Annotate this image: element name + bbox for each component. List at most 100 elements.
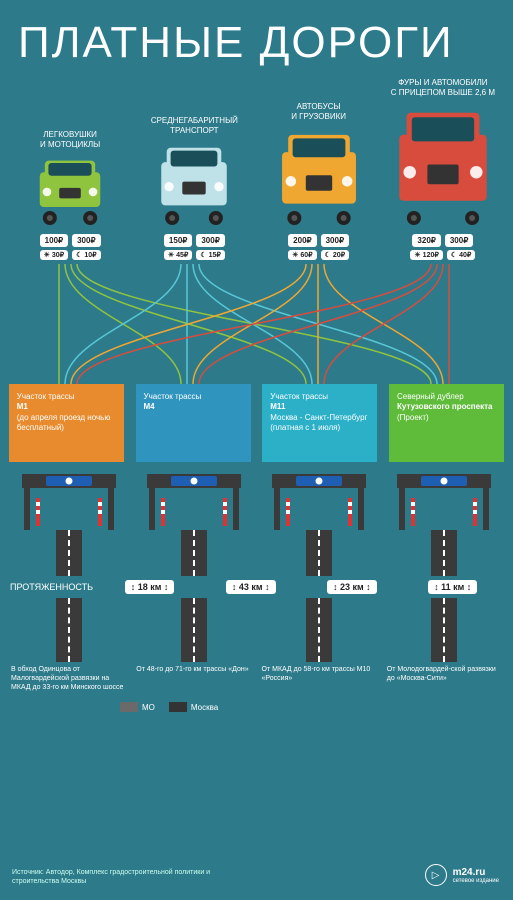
road-col bbox=[387, 530, 502, 576]
road-segment bbox=[56, 598, 82, 662]
road-segment bbox=[431, 598, 457, 662]
route-box-3: Северный дублер Кутузовского проспекта (… bbox=[389, 384, 504, 462]
road-col bbox=[387, 598, 502, 662]
route-box-1: Участок трассы М4 bbox=[136, 384, 251, 462]
price-badge: 200₽ bbox=[288, 234, 316, 247]
route-text: (до апреля проезд ночью бесплатный) bbox=[17, 413, 116, 434]
vehicle-icon bbox=[275, 128, 363, 226]
length-badge: ↕ 11 км ↕ bbox=[428, 580, 477, 594]
price-badge-night: 20₽ bbox=[321, 250, 350, 260]
road-segment bbox=[431, 530, 457, 576]
route-title: Участок трассы bbox=[17, 392, 116, 402]
road-segment bbox=[56, 530, 82, 576]
brand-text: m24.ru bbox=[453, 867, 499, 878]
route-code: М11 bbox=[270, 402, 369, 412]
vehicle-icon bbox=[155, 142, 233, 226]
vehicle-label: АВТОБУСЫИ ГРУЗОВИКИ bbox=[291, 102, 346, 122]
roads-bottom bbox=[0, 598, 513, 662]
road-segment bbox=[306, 598, 332, 662]
night-prices: 30₽ 10₽ bbox=[40, 250, 101, 260]
night-prices: 45₽ 15₽ bbox=[164, 250, 225, 260]
road-col bbox=[136, 530, 251, 576]
price-badge-night: 40₽ bbox=[447, 250, 476, 260]
route-text: (Проект) bbox=[397, 413, 496, 423]
price-badge: 300₽ bbox=[196, 234, 224, 247]
price-badge: 320₽ bbox=[412, 234, 440, 247]
day-prices: 200₽ 300₽ bbox=[288, 234, 349, 247]
route-box-2: Участок трассы М11 Москва - Санкт-Петерб… bbox=[262, 384, 377, 462]
brand-sub: сетевое издание bbox=[453, 878, 499, 884]
road-col bbox=[11, 598, 126, 662]
night-prices: 60₽ 20₽ bbox=[288, 250, 349, 260]
road-col bbox=[262, 598, 377, 662]
route-desc: От 48-го до 71-го км трассы «Дон» bbox=[136, 666, 251, 692]
day-prices: 100₽ 300₽ bbox=[40, 234, 101, 247]
vehicles-row: ЛЕГКОВУШКИИ МОТОЦИКЛЫ 100₽ 300₽ 30₽ 10₽ … bbox=[0, 68, 513, 264]
price-badge-night: 45₽ bbox=[164, 250, 193, 260]
toll-gantry bbox=[136, 468, 251, 530]
route-desc: В обход Одинцова от Малогвардейской разв… bbox=[11, 666, 126, 692]
day-prices: 320₽ 300₽ bbox=[412, 234, 473, 247]
road-col bbox=[11, 530, 126, 576]
road-segment bbox=[306, 530, 332, 576]
vehicle-label: ЛЕГКОВУШКИИ МОТОЦИКЛЫ bbox=[40, 130, 100, 150]
price-badge-night: 15₽ bbox=[196, 250, 225, 260]
vehicle-label: ФУРЫ И АВТОМОБИЛИС ПРИЦЕПОМ ВЫШЕ 2,6 М bbox=[391, 78, 495, 98]
price-badge-night: 60₽ bbox=[288, 250, 317, 260]
legend-item: МО bbox=[120, 702, 155, 712]
route-desc: От МКАД до 58-го км трассы М10 «Россия» bbox=[262, 666, 377, 692]
legend: МО Москва bbox=[0, 696, 513, 712]
price-badge-night: 10₽ bbox=[72, 250, 101, 260]
route-code: Кутузовского проспекта bbox=[397, 402, 496, 412]
price-badge-night: 120₽ bbox=[410, 250, 442, 260]
night-prices: 120₽ 40₽ bbox=[410, 250, 475, 260]
vehicle-col-0: ЛЕГКОВУШКИИ МОТОЦИКЛЫ 100₽ 300₽ 30₽ 10₽ bbox=[10, 130, 129, 260]
length-label: ПРОТЯЖЕННОСТЬ bbox=[10, 582, 93, 592]
legend-swatch bbox=[120, 702, 138, 712]
footer-source: Источник: Автодор, Комплекс градостроите… bbox=[12, 869, 252, 886]
vehicle-label: СРЕДНЕГАБАРИТНЫЙТРАНСПОРТ bbox=[151, 116, 238, 136]
route-code: М4 bbox=[144, 402, 243, 412]
route-title: Участок трассы bbox=[144, 392, 243, 402]
route-title: Участок трассы bbox=[270, 392, 369, 402]
length-row: ПРОТЯЖЕННОСТЬ ↕ 18 км ↕ ↕ 43 км ↕ ↕ 23 км … bbox=[0, 576, 513, 598]
vehicle-col-3: ФУРЫ И АВТОМОБИЛИС ПРИЦЕПОМ ВЫШЕ 2,6 М 3… bbox=[383, 78, 502, 260]
toll-gantry bbox=[262, 468, 377, 530]
road-col bbox=[136, 598, 251, 662]
road-segment bbox=[181, 598, 207, 662]
route-boxes: Участок трассы М1 (до апреля проезд ночь… bbox=[0, 384, 513, 462]
legend-swatch bbox=[169, 702, 187, 712]
route-text: Москва - Санкт-Петербург (платная с 1 ию… bbox=[270, 413, 369, 434]
price-badge: 100₽ bbox=[40, 234, 68, 247]
price-badge: 300₽ bbox=[72, 234, 100, 247]
gantry-row bbox=[0, 468, 513, 530]
vehicle-icon bbox=[34, 156, 106, 226]
toll-gantry bbox=[11, 468, 126, 530]
legend-label: Москва bbox=[191, 703, 218, 712]
route-code: М1 bbox=[17, 402, 116, 412]
route-box-0: Участок трассы М1 (до апреля проезд ночь… bbox=[9, 384, 124, 462]
vehicle-col-2: АВТОБУСЫИ ГРУЗОВИКИ 200₽ 300₽ 60₽ 20₽ bbox=[259, 102, 378, 260]
brand: ▷ m24.ru сетевое издание bbox=[425, 864, 499, 886]
brand-icon: ▷ bbox=[425, 864, 447, 886]
page-title: ПЛАТНЫЕ ДОРОГИ bbox=[0, 0, 513, 68]
vehicle-col-1: СРЕДНЕГАБАРИТНЫЙТРАНСПОРТ 150₽ 300₽ 45₽ … bbox=[135, 116, 254, 260]
legend-label: МО bbox=[142, 703, 155, 712]
road-col bbox=[262, 530, 377, 576]
price-badge: 300₽ bbox=[445, 234, 473, 247]
wires bbox=[0, 264, 513, 384]
vehicle-icon bbox=[391, 104, 495, 226]
length-badge: ↕ 18 км ↕ bbox=[125, 580, 175, 594]
road-segment bbox=[181, 530, 207, 576]
length-badge: ↕ 43 км ↕ bbox=[226, 580, 276, 594]
route-title: Северный дублер bbox=[397, 392, 496, 402]
route-desc: От Молодогвардей-ской развязки до «Москв… bbox=[387, 666, 502, 692]
toll-gantry bbox=[387, 468, 502, 530]
day-prices: 150₽ 300₽ bbox=[164, 234, 225, 247]
price-badge: 300₽ bbox=[321, 234, 349, 247]
length-badge: ↕ 23 км ↕ bbox=[327, 580, 377, 594]
legend-item: Москва bbox=[169, 702, 218, 712]
price-badge-night: 30₽ bbox=[40, 250, 69, 260]
price-badge: 150₽ bbox=[164, 234, 192, 247]
roads-top bbox=[0, 530, 513, 576]
